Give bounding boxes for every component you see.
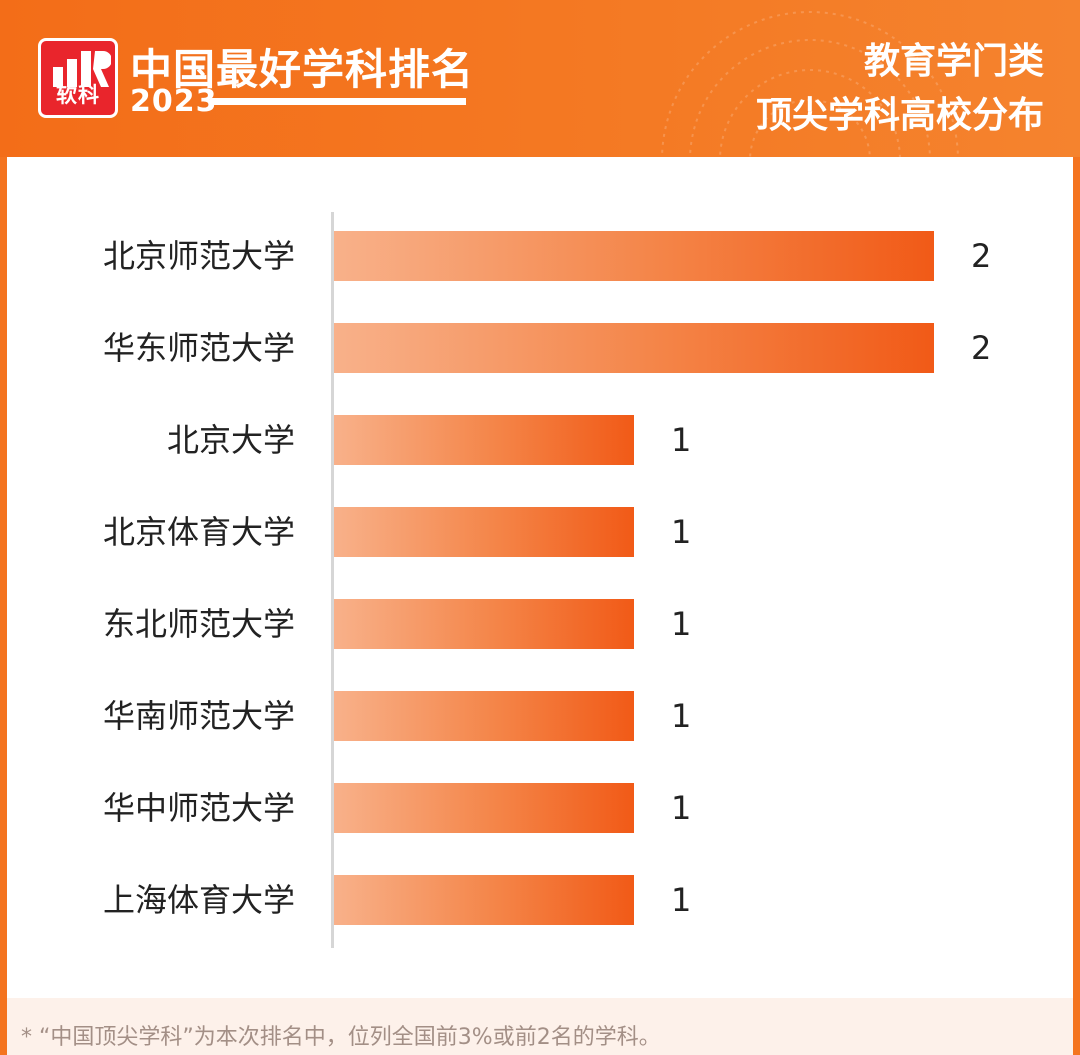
data-label: 1 xyxy=(671,421,692,459)
data-label: 2 xyxy=(971,237,992,275)
category-label: 华南师范大学 xyxy=(102,697,295,735)
bar xyxy=(334,875,634,925)
watermark-ring-icon xyxy=(661,11,959,157)
y-axis-line xyxy=(331,212,334,948)
bar xyxy=(334,507,634,557)
category-label: 北京师范大学 xyxy=(102,237,295,275)
bar xyxy=(334,231,934,281)
bar xyxy=(334,691,634,741)
header-banner: 软科 中国最好学科排名 2023 教育学门类 顶尖学科高校分布 xyxy=(0,0,1080,157)
data-label: 1 xyxy=(671,605,692,643)
category-label: 华东师范大学 xyxy=(102,329,295,367)
brand-title: 中国最好学科排名 xyxy=(130,45,475,94)
brand-year: 2023 xyxy=(130,84,218,119)
chart-title: 顶尖学科高校分布 xyxy=(755,95,1044,136)
data-label: 1 xyxy=(671,513,692,551)
header-subtitle-line1: 教育学门类 xyxy=(863,41,1044,82)
category-label: 北京体育大学 xyxy=(102,513,295,551)
logo-bars-icon xyxy=(53,51,111,87)
category-label: 华中师范大学 xyxy=(102,789,295,827)
data-label: 2 xyxy=(971,329,992,367)
category-label: 北京大学 xyxy=(166,421,295,459)
data-label: 1 xyxy=(671,789,692,827)
category-label: 上海体育大学 xyxy=(102,881,295,919)
category-label: 东北师范大学 xyxy=(102,605,295,643)
footnote: * “中国顶尖学科”为本次排名中，位列全国前3%或前2名的学科。 xyxy=(21,1025,661,1050)
data-label: 1 xyxy=(671,697,692,735)
brand-underline xyxy=(210,98,466,105)
bar xyxy=(334,323,934,373)
bar xyxy=(334,599,634,649)
data-label: 1 xyxy=(671,881,692,919)
shanghairanking-logo: 软科 xyxy=(38,38,118,118)
bar xyxy=(334,415,634,465)
bar xyxy=(334,783,634,833)
footer-strip xyxy=(7,998,1073,1055)
logo-text: 软科 xyxy=(56,83,100,107)
